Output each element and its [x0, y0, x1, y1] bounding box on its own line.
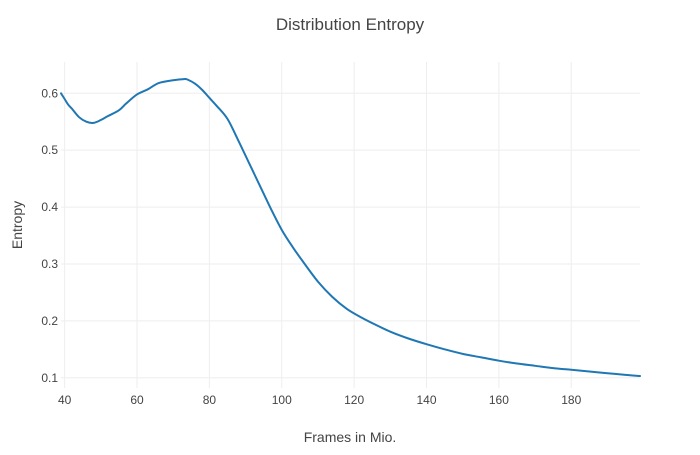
- x-tick-label: 80: [203, 393, 217, 407]
- x-tick-label: 120: [344, 393, 364, 407]
- y-tick-labels: 0.1 0.2 0.3 0.4 0.5 0.6: [41, 86, 58, 384]
- x-tick-label: 60: [130, 393, 144, 407]
- x-gridlines: [64, 62, 572, 388]
- y-axis-title: Entropy: [9, 201, 25, 249]
- x-axis-title: Frames in Mio.: [304, 429, 397, 445]
- chart-title: Distribution Entropy: [276, 15, 425, 34]
- y-gridlines: [61, 92, 640, 379]
- series-line-0: [60, 78, 641, 378]
- x-tick-label: 160: [489, 393, 509, 407]
- y-tick-label: 0.3: [41, 257, 58, 271]
- x-tick-label: 100: [272, 393, 292, 407]
- y-tick-label: 0.5: [41, 143, 58, 157]
- y-tick-label: 0.2: [41, 314, 58, 328]
- series-layer: [60, 78, 641, 378]
- y-tick-label: 0.6: [41, 86, 58, 100]
- x-tick-label: 180: [561, 393, 581, 407]
- x-tick-label: 140: [416, 393, 436, 407]
- y-tick-label: 0.4: [41, 200, 58, 214]
- x-tick-labels: 40 60 80 100 120 140 160 180: [58, 393, 582, 407]
- y-tick-label: 0.1: [41, 371, 58, 385]
- x-tick-label: 40: [58, 393, 72, 407]
